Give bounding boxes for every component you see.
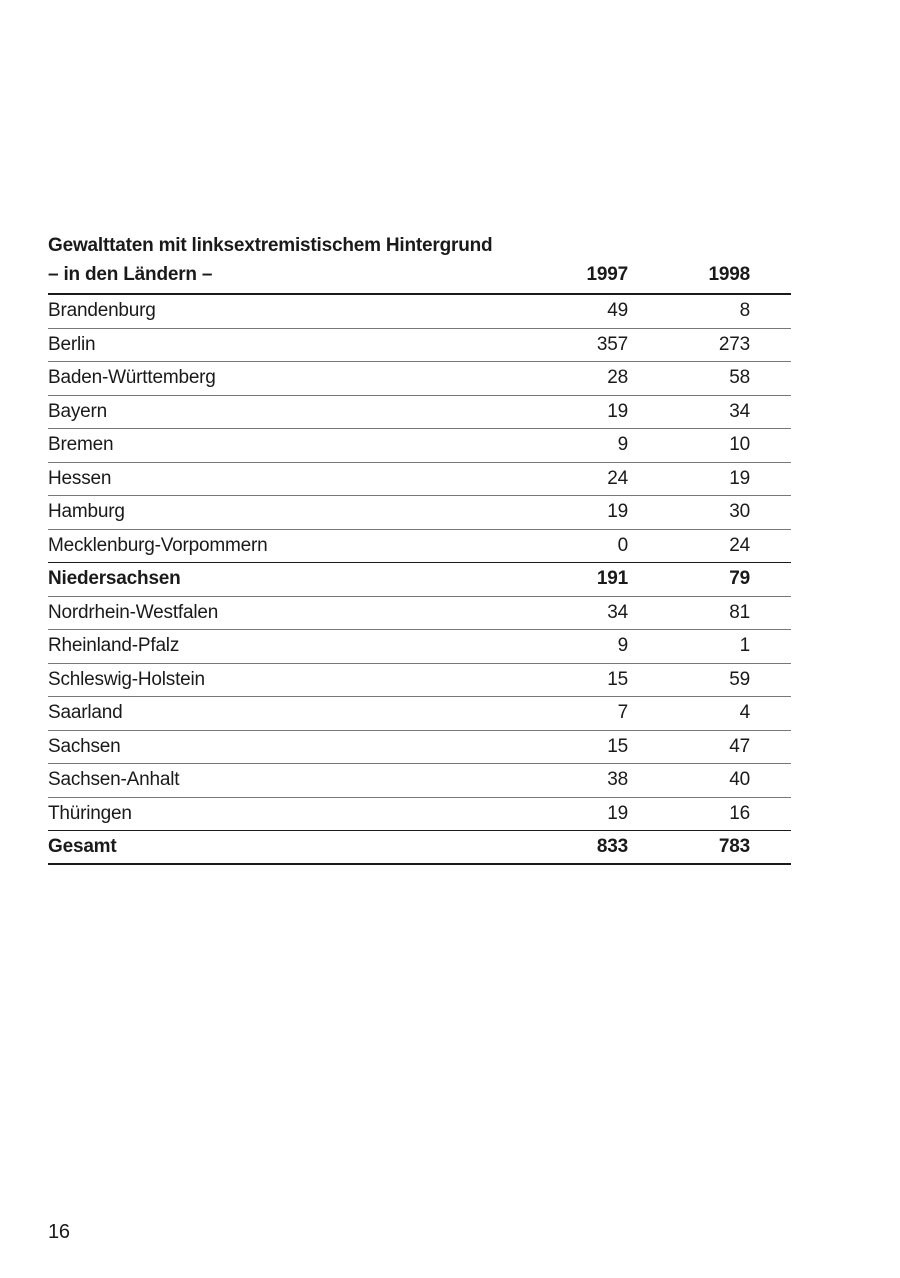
table-row: Baden-Württemberg 28 58: [48, 362, 791, 396]
value-1998: 1: [739, 635, 751, 657]
value-1998: 47: [729, 735, 750, 757]
value-1998: 10: [729, 434, 750, 456]
column-header-1998: 1998: [708, 264, 751, 285]
page-number: 16: [48, 1221, 70, 1243]
value-1998: 34: [729, 400, 750, 422]
table-row: Niedersachsen 191 79: [48, 563, 791, 597]
value-1997: 833: [596, 835, 628, 857]
value-1997: 9: [617, 434, 629, 456]
table-row: Bayern 19 34: [48, 396, 791, 429]
value-1998: 58: [729, 367, 750, 389]
value-1997: 19: [607, 501, 628, 523]
row-label: Bremen: [48, 434, 114, 456]
value-1997: 15: [607, 735, 628, 757]
row-label: Schleswig-Holstein: [48, 668, 205, 690]
value-1998: 16: [729, 802, 750, 824]
table-title: Gewalttaten mit linksextremistischem Hin…: [48, 235, 493, 256]
value-1998: 59: [729, 668, 750, 690]
value-1998: 4: [739, 702, 751, 724]
table-body: Brandenburg 49 8 Berlin 357 273 Baden-Wü…: [48, 295, 791, 865]
row-label: Mecklenburg-Vorpommern: [48, 534, 268, 556]
table-row: Hessen 24 19: [48, 463, 791, 496]
table-row: Hamburg 19 30: [48, 496, 791, 530]
row-label: Baden-Württemberg: [48, 367, 216, 389]
row-label: Niedersachsen: [48, 568, 181, 590]
value-1998: 24: [729, 534, 750, 556]
row-label: Rheinland-Pfalz: [48, 635, 180, 657]
table-subtitle: – in den Ländern –: [48, 264, 213, 285]
value-1997: 34: [607, 601, 628, 623]
table-header-row: – in den Ländern – 1997 1998: [48, 257, 791, 295]
row-label: Bayern: [48, 400, 108, 422]
value-1998: 273: [718, 333, 750, 355]
value-1997: 24: [607, 467, 628, 489]
value-1998: 30: [729, 501, 750, 523]
value-1998: 79: [729, 568, 750, 590]
value-1998: 81: [729, 601, 750, 623]
table-row: Mecklenburg-Vorpommern 0 24: [48, 530, 791, 563]
value-1998: 8: [739, 300, 751, 322]
value-1997: 19: [607, 400, 628, 422]
value-1997: 19: [607, 802, 628, 824]
row-label: Hamburg: [48, 501, 125, 523]
row-label: Berlin: [48, 333, 96, 355]
table-row: Saarland 7 4: [48, 697, 791, 731]
value-1998: 783: [718, 835, 750, 857]
row-label: Sachsen-Anhalt: [48, 769, 180, 791]
value-1998: 19: [729, 467, 750, 489]
statistics-table: Gewalttaten mit linksextremistischem Hin…: [48, 234, 791, 865]
table-row: Bremen 9 10: [48, 429, 791, 463]
table-row: Schleswig-Holstein 15 59: [48, 664, 791, 697]
table-row: Brandenburg 49 8: [48, 295, 791, 329]
row-label: Sachsen: [48, 735, 121, 757]
table-row: Thüringen 19 16: [48, 798, 791, 831]
table-row: Sachsen 15 47: [48, 731, 791, 764]
table-row: Sachsen-Anhalt 38 40: [48, 764, 791, 798]
value-1997: 0: [617, 534, 629, 556]
value-1998: 40: [729, 769, 750, 791]
table-row: Rheinland-Pfalz 9 1: [48, 630, 791, 664]
value-1997: 357: [596, 333, 628, 355]
value-1997: 15: [607, 668, 628, 690]
value-1997: 191: [596, 568, 628, 590]
row-label: Nordrhein-Westfalen: [48, 601, 219, 623]
value-1997: 9: [617, 635, 629, 657]
row-label: Hessen: [48, 467, 112, 489]
row-label: Thüringen: [48, 802, 132, 824]
value-1997: 38: [607, 769, 628, 791]
table-row: Gesamt 833 783: [48, 831, 791, 865]
value-1997: 49: [607, 300, 628, 322]
column-header-1997: 1997: [586, 264, 629, 285]
row-label: Brandenburg: [48, 300, 156, 322]
table-row: Nordrhein-Westfalen 34 81: [48, 597, 791, 630]
row-label: Saarland: [48, 702, 123, 724]
value-1997: 28: [607, 367, 628, 389]
row-label: Gesamt: [48, 835, 117, 857]
table-row: Berlin 357 273: [48, 329, 791, 362]
value-1997: 7: [617, 702, 629, 724]
